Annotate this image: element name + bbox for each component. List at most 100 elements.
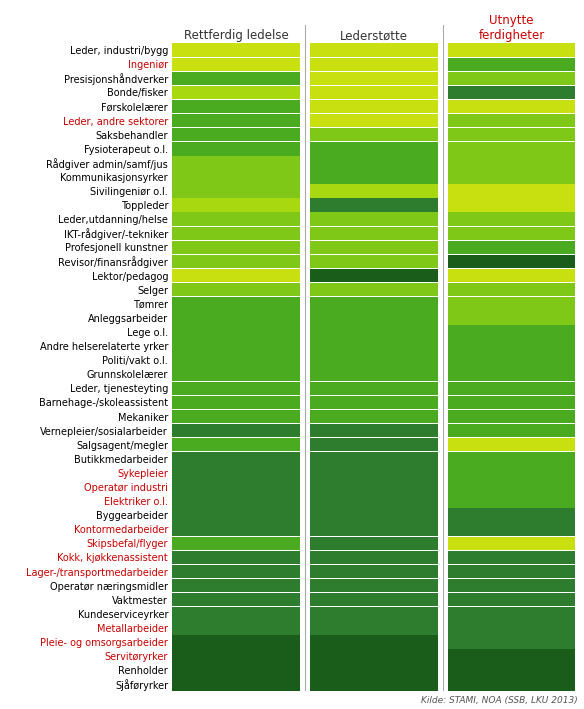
Bar — [448, 579, 575, 592]
Bar — [310, 593, 437, 606]
Bar — [448, 227, 575, 240]
Bar — [172, 494, 300, 508]
Bar — [310, 72, 437, 85]
Bar — [310, 452, 437, 466]
Bar — [448, 649, 575, 663]
Text: Rettferdig ledelse: Rettferdig ledelse — [183, 30, 288, 43]
Bar — [172, 255, 300, 268]
Bar — [310, 523, 437, 536]
Bar — [448, 367, 575, 381]
Bar — [448, 311, 575, 325]
Bar — [310, 86, 437, 99]
Bar — [172, 114, 300, 128]
Bar — [172, 240, 300, 255]
Bar — [172, 480, 300, 493]
Bar — [448, 297, 575, 311]
Bar — [448, 255, 575, 268]
Bar — [310, 311, 437, 325]
Bar — [448, 480, 575, 493]
Text: Utnytte
ferdigheter: Utnytte ferdigheter — [478, 14, 545, 43]
Bar — [172, 43, 300, 57]
Bar — [448, 128, 575, 142]
Bar — [448, 565, 575, 579]
Bar — [310, 325, 437, 339]
Bar — [448, 57, 575, 71]
Bar — [448, 100, 575, 113]
Bar — [310, 240, 437, 255]
Bar — [310, 213, 437, 226]
Bar — [448, 523, 575, 536]
Bar — [172, 664, 300, 677]
Bar — [448, 325, 575, 339]
Bar — [448, 664, 575, 677]
Bar — [172, 227, 300, 240]
Bar — [448, 452, 575, 466]
Bar — [310, 269, 437, 282]
Bar — [172, 466, 300, 480]
Bar — [172, 579, 300, 592]
Bar — [310, 607, 437, 620]
Bar — [310, 353, 437, 367]
Bar — [448, 466, 575, 480]
Bar — [448, 240, 575, 255]
Bar — [310, 100, 437, 113]
Bar — [310, 255, 437, 268]
Bar — [310, 508, 437, 522]
Bar — [172, 57, 300, 71]
Bar — [310, 199, 437, 212]
Bar — [310, 635, 437, 649]
Bar — [172, 424, 300, 437]
Bar — [448, 114, 575, 128]
Bar — [310, 396, 437, 409]
Bar — [448, 43, 575, 57]
Bar — [172, 367, 300, 381]
Bar — [310, 381, 437, 395]
Bar — [448, 269, 575, 282]
Bar — [172, 199, 300, 212]
Bar — [310, 114, 437, 128]
Bar — [310, 57, 437, 71]
Bar — [310, 367, 437, 381]
Bar — [172, 297, 300, 311]
Bar — [172, 438, 300, 452]
Bar — [310, 340, 437, 353]
Bar — [310, 128, 437, 142]
Bar — [172, 269, 300, 282]
Bar — [448, 72, 575, 85]
Bar — [172, 508, 300, 522]
Bar — [172, 311, 300, 325]
Bar — [172, 593, 300, 606]
Bar — [310, 537, 437, 550]
Bar — [310, 438, 437, 452]
Bar — [172, 523, 300, 536]
Bar — [172, 649, 300, 663]
Bar — [310, 494, 437, 508]
Bar — [310, 184, 437, 198]
Bar — [448, 635, 575, 649]
Bar — [310, 227, 437, 240]
Bar — [448, 184, 575, 198]
Bar — [448, 607, 575, 620]
Bar — [172, 381, 300, 395]
Bar — [310, 579, 437, 592]
Bar — [448, 381, 575, 395]
Bar — [172, 551, 300, 564]
Bar — [310, 283, 437, 296]
Bar — [448, 508, 575, 522]
Bar — [172, 325, 300, 339]
Bar — [310, 170, 437, 184]
Bar — [448, 283, 575, 296]
Bar — [172, 452, 300, 466]
Bar — [310, 649, 437, 663]
Bar — [448, 156, 575, 169]
Bar — [310, 142, 437, 155]
Bar — [310, 664, 437, 677]
Bar — [448, 410, 575, 423]
Bar — [310, 565, 437, 579]
Bar — [172, 128, 300, 142]
Bar — [172, 621, 300, 635]
Bar — [172, 72, 300, 85]
Bar — [172, 142, 300, 155]
Bar — [172, 537, 300, 550]
Bar — [172, 396, 300, 409]
